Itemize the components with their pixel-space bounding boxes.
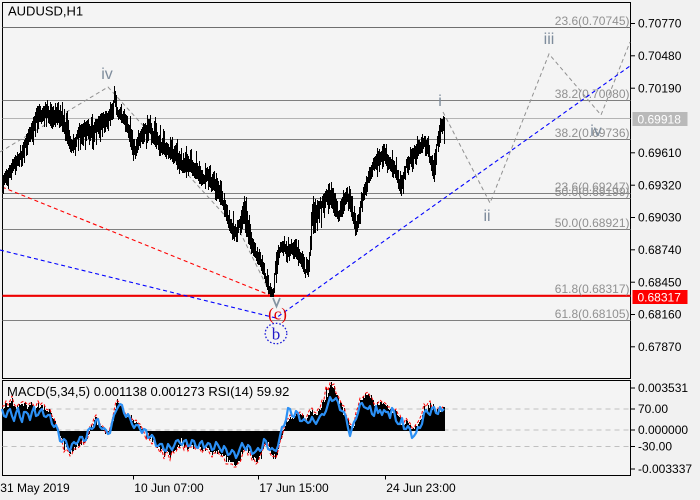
svg-text:24 Jun 23:00: 24 Jun 23:00 <box>386 481 456 495</box>
svg-text:0.69320: 0.69320 <box>638 178 682 192</box>
svg-text:38.2(0.70080): 38.2(0.70080) <box>555 87 630 101</box>
svg-text:ii: ii <box>483 208 490 225</box>
svg-text:AUDUSD,H1: AUDUSD,H1 <box>8 4 83 19</box>
svg-text:61.8(0.68317): 61.8(0.68317) <box>555 282 630 296</box>
svg-text:23.6(0.69247): 23.6(0.69247) <box>555 180 630 194</box>
svg-text:0.70190: 0.70190 <box>638 81 682 95</box>
svg-text:17 Jun 15:00: 17 Jun 15:00 <box>259 481 329 495</box>
svg-text:-0.003337: -0.003337 <box>638 462 692 476</box>
svg-text:iv: iv <box>590 123 602 140</box>
svg-text:0.000000: 0.000000 <box>638 423 688 437</box>
svg-text:61.8(0.68105): 61.8(0.68105) <box>555 307 630 321</box>
svg-text:50.0(0.69199): 50.0(0.69199) <box>555 185 630 199</box>
svg-text:0.68317: 0.68317 <box>638 290 682 304</box>
svg-text:23.6(0.70745): 23.6(0.70745) <box>555 14 630 28</box>
svg-text:0.68160: 0.68160 <box>638 308 682 322</box>
svg-text:50.0(0.68921): 50.0(0.68921) <box>555 216 630 230</box>
svg-text:0.69918: 0.69918 <box>638 112 682 126</box>
svg-text:0.68450: 0.68450 <box>638 275 682 289</box>
svg-text:38.2(0.69736): 38.2(0.69736) <box>555 126 630 140</box>
svg-text:0.68740: 0.68740 <box>638 243 682 257</box>
svg-text:31 May 2019: 31 May 2019 <box>0 481 70 495</box>
svg-text:i: i <box>438 93 442 110</box>
svg-text:0.70480: 0.70480 <box>638 49 682 63</box>
svg-text:0.69610: 0.69610 <box>638 146 682 160</box>
svg-text:iii: iii <box>544 31 555 48</box>
svg-text:iv: iv <box>101 66 113 83</box>
svg-text:0.70770: 0.70770 <box>638 17 682 31</box>
svg-text:MACD(5,34,5) 0.001138 0.001273: MACD(5,34,5) 0.001138 0.001273 RSI(14) 5… <box>7 384 289 399</box>
svg-text:10 Jun 07:00: 10 Jun 07:00 <box>134 481 204 495</box>
svg-text:(c): (c) <box>268 305 287 324</box>
svg-text:70.00: 70.00 <box>638 402 668 416</box>
svg-text:0.67870: 0.67870 <box>638 340 682 354</box>
svg-text:-30.00: -30.00 <box>638 440 672 454</box>
svg-text:b: b <box>272 325 281 344</box>
svg-text:0.003531: 0.003531 <box>638 381 688 395</box>
svg-text:0.69030: 0.69030 <box>638 211 682 225</box>
